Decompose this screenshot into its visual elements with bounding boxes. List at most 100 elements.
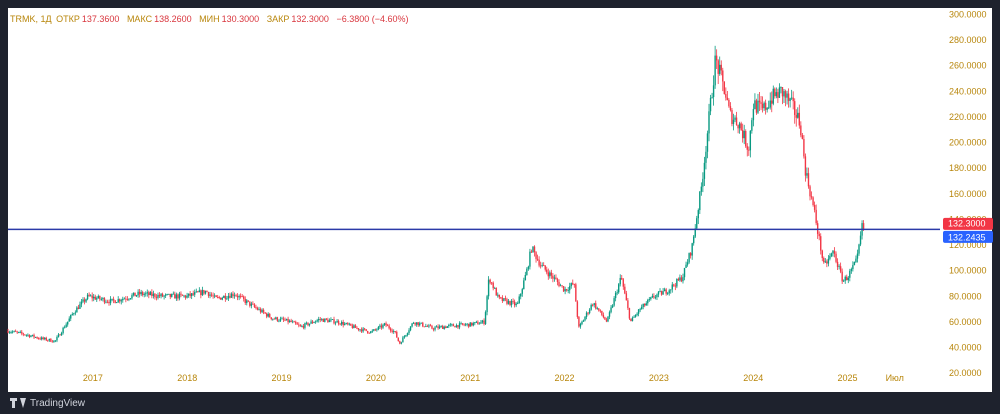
candle-body [501, 297, 504, 301]
last-price-label: 132.3000 [948, 218, 986, 228]
candle-body [858, 244, 860, 254]
candle-body [264, 312, 266, 314]
candle-body [282, 318, 285, 320]
candle-body [599, 310, 602, 312]
candle-body [403, 336, 406, 338]
candle-body [691, 243, 693, 256]
candle-body [192, 293, 194, 295]
candle-body [284, 319, 286, 321]
candle-body [134, 292, 136, 297]
candle-body [158, 294, 161, 297]
candle-body [794, 101, 796, 115]
candle-body [656, 294, 658, 298]
candle-body [324, 318, 326, 322]
candle-body [777, 92, 779, 98]
candle-body [737, 124, 739, 129]
candle-body [578, 316, 580, 327]
candle-body [314, 321, 317, 323]
candle-body [685, 264, 687, 268]
candle-body [269, 313, 271, 318]
candle-body [428, 325, 430, 327]
candle-body [184, 295, 187, 298]
candle-body [163, 295, 165, 297]
candle-body [74, 312, 77, 314]
candle-body [164, 294, 167, 296]
candle-body [541, 265, 543, 266]
candle-body [481, 320, 484, 323]
candle-body [126, 299, 129, 300]
candle-body [630, 318, 632, 322]
candle-body [588, 309, 591, 314]
x-tick-label: 2025 [838, 373, 858, 383]
candle-body [261, 309, 263, 313]
y-tick-label: 20.0000 [949, 368, 982, 378]
candle-body [674, 285, 677, 287]
candle-body [169, 293, 171, 297]
candle-body [544, 265, 546, 270]
candle-body [331, 319, 334, 320]
candle-body [564, 289, 566, 292]
y-tick-label: 200.0000 [949, 138, 987, 148]
candle-body [397, 337, 399, 342]
candle-body [751, 120, 753, 131]
candle-body [628, 308, 631, 319]
candle-body [772, 88, 774, 104]
candle-body [492, 282, 494, 289]
tradingview-logo-icon [10, 398, 26, 408]
candle-body [792, 97, 794, 102]
candle-body [311, 321, 314, 323]
candle-body [141, 292, 144, 295]
candle-body [438, 326, 441, 329]
candle-body [653, 295, 655, 298]
candle-body [18, 331, 20, 333]
candle-body [209, 294, 211, 296]
legend-symbol[interactable]: TRMK, 1Д [10, 14, 52, 24]
candle-body [507, 300, 510, 304]
candle-body [682, 277, 684, 282]
y-tick-label: 120.0000 [949, 240, 987, 250]
candle-body [741, 130, 744, 139]
candle-body [220, 297, 222, 300]
candle-body [318, 319, 320, 321]
candle-body [835, 253, 837, 262]
candle-body [429, 325, 432, 327]
candle-body [8, 332, 11, 334]
candle-body [376, 329, 378, 331]
candle-body [7, 330, 9, 333]
tradingview-logo[interactable]: TradingView [10, 397, 85, 409]
candle-body [624, 286, 626, 294]
candle-body [445, 326, 447, 328]
candle-body [657, 291, 660, 295]
candle-body [68, 318, 70, 322]
candle-body [210, 294, 213, 296]
candle-body [322, 319, 324, 322]
y-axis: 20.0000 40.0000 60.0000 80.0000 100.0000 120.… [949, 9, 987, 378]
candle-body [748, 149, 750, 151]
candle-body [694, 228, 696, 237]
candle-body [832, 250, 834, 254]
candle-body [500, 297, 502, 299]
candle-body [719, 64, 721, 74]
candle-body [204, 290, 207, 294]
candle-body [307, 322, 309, 326]
candle-body [216, 297, 219, 298]
candle-body [570, 283, 572, 287]
candle-body [114, 300, 116, 304]
candle-body [434, 327, 436, 330]
candle-body [154, 293, 156, 298]
candle-body [611, 305, 614, 308]
candle-body [232, 293, 234, 297]
candle-body [766, 107, 768, 110]
candle-body [272, 318, 274, 320]
candle-body [769, 100, 771, 108]
candle-body [374, 329, 377, 331]
candle-body [458, 323, 461, 328]
tradingview-logo-text: TradingView [30, 397, 86, 409]
candle-body [820, 236, 822, 251]
candle-body [498, 294, 501, 298]
candle-body [743, 131, 745, 139]
candle-body [391, 330, 393, 332]
candle-body [480, 322, 482, 324]
candle-body [273, 318, 276, 320]
